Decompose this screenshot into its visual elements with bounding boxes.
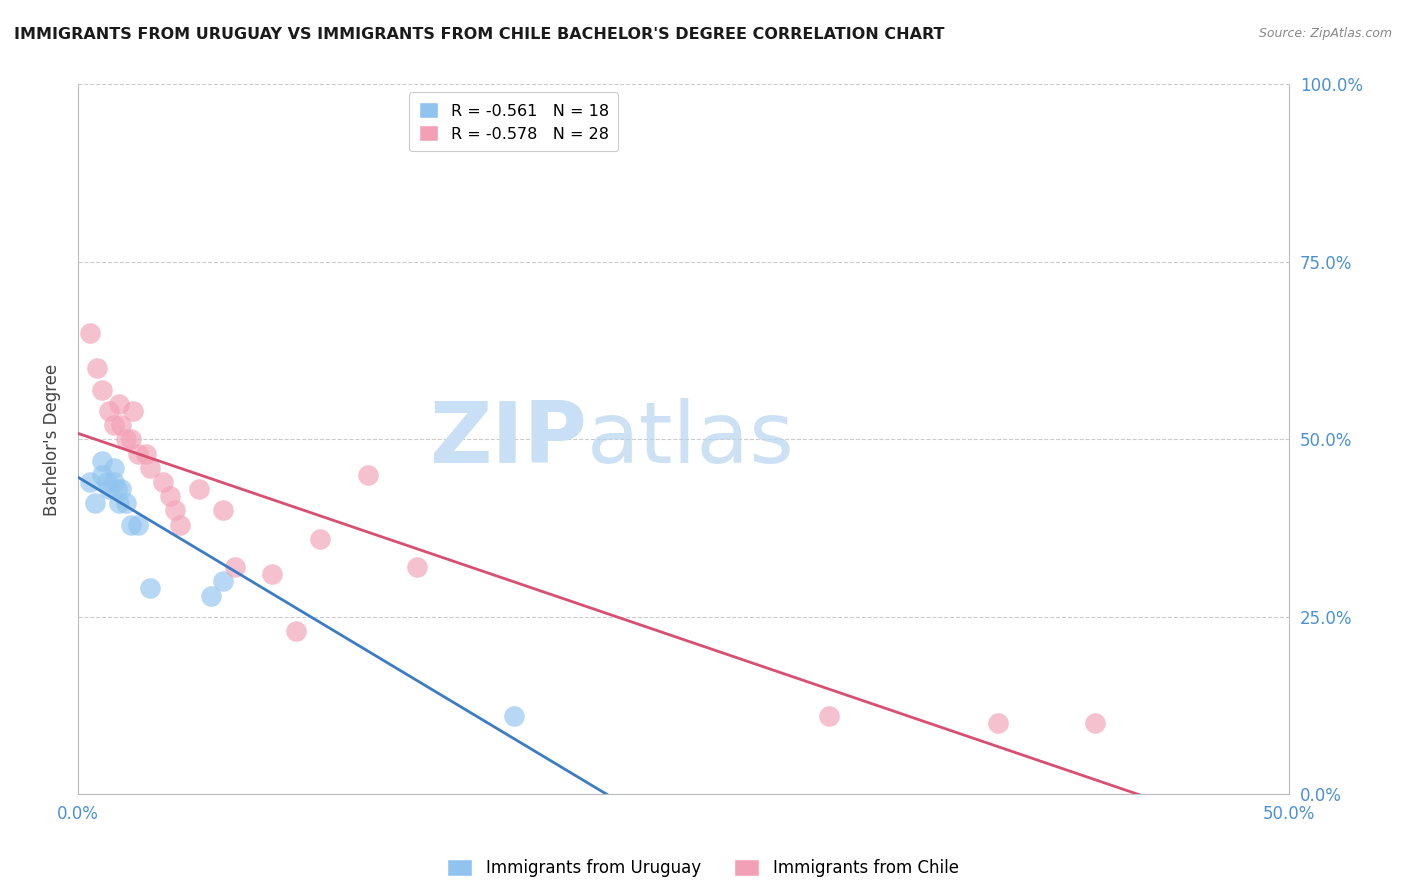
Point [159, 489, 181, 503]
Point [110, 418, 132, 433]
Point [309, 532, 332, 546]
Legend: Immigrants from Uruguay, Immigrants from Chile: Immigrants from Uruguay, Immigrants from… [440, 852, 966, 884]
Point [139, 460, 162, 475]
Point [86, 361, 108, 376]
Point [110, 482, 132, 496]
Point [135, 447, 157, 461]
Point [405, 560, 427, 574]
Point [152, 475, 174, 489]
Point [1084, 716, 1107, 731]
Point [224, 560, 246, 574]
Point [987, 716, 1010, 731]
Point [187, 482, 209, 496]
Point [212, 574, 235, 589]
Point [260, 567, 283, 582]
Point [120, 433, 142, 447]
Point [200, 589, 222, 603]
Point [79, 326, 101, 340]
Point [139, 582, 162, 596]
Text: IMMIGRANTS FROM URUGUAY VS IMMIGRANTS FROM CHILE BACHELOR'S DEGREE CORRELATION C: IMMIGRANTS FROM URUGUAY VS IMMIGRANTS FR… [14, 27, 945, 42]
Point [127, 517, 149, 532]
Y-axis label: Bachelor's Degree: Bachelor's Degree [44, 363, 60, 516]
Point [817, 709, 839, 723]
Point [105, 482, 128, 496]
Point [127, 447, 149, 461]
Text: atlas: atlas [586, 398, 794, 481]
Text: Source: ZipAtlas.com: Source: ZipAtlas.com [1258, 27, 1392, 40]
Point [357, 467, 380, 482]
Point [212, 503, 235, 517]
Point [284, 624, 307, 638]
Point [163, 503, 186, 517]
Point [115, 496, 138, 510]
Point [91, 467, 114, 482]
Point [96, 475, 118, 489]
Point [98, 404, 121, 418]
Point [115, 433, 138, 447]
Legend: R = -0.561   N = 18, R = -0.578   N = 28: R = -0.561 N = 18, R = -0.578 N = 28 [409, 93, 619, 151]
Point [103, 460, 125, 475]
Point [108, 496, 131, 510]
Point [103, 418, 125, 433]
Point [91, 453, 114, 467]
Point [79, 475, 101, 489]
Text: ZIP: ZIP [429, 398, 586, 481]
Point [98, 482, 121, 496]
Point [502, 709, 524, 723]
Point [83, 496, 105, 510]
Point [108, 397, 131, 411]
Point [122, 404, 145, 418]
Point [120, 517, 142, 532]
Point [91, 383, 114, 397]
Point [103, 475, 125, 489]
Point [169, 517, 191, 532]
